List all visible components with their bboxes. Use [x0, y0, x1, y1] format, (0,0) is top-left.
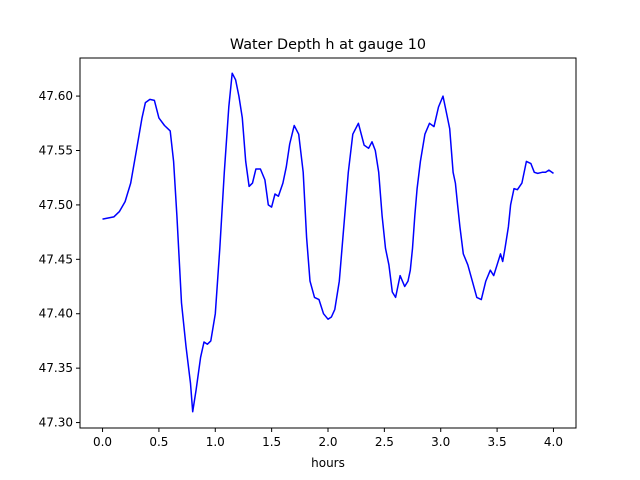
chart-title: Water Depth h at gauge 10: [230, 37, 426, 53]
y-tick-label: 47.60: [39, 89, 73, 103]
x-tick-label: 2.0: [318, 435, 337, 449]
x-tick-label: 4.0: [544, 435, 563, 449]
y-tick-label: 47.45: [39, 252, 73, 266]
x-tick-label: 0.0: [93, 435, 112, 449]
x-axis-label: hours: [311, 456, 345, 470]
series-layer: [102, 72, 554, 413]
x-tick-label: 2.5: [375, 435, 394, 449]
y-tick-label: 47.50: [39, 198, 73, 212]
x-axis-ticks: 0.0 0.5 1.0 1.5 2.0 2.5 3.0 3.5 4.0: [93, 428, 563, 449]
y-tick-label: 47.35: [39, 361, 73, 375]
y-tick-label: 47.40: [39, 307, 73, 321]
x-tick-label: 3.5: [488, 435, 507, 449]
y-tick-label: 47.55: [39, 144, 73, 158]
plot-frame: [79, 57, 577, 429]
y-tick-label: 47.30: [39, 416, 73, 430]
y-axis-ticks: 47.30 47.35 47.40 47.45 47.50 47.55 47.60: [39, 89, 80, 430]
x-tick-label: 0.5: [149, 435, 168, 449]
x-tick-label: 3.0: [431, 435, 450, 449]
x-tick-label: 1.0: [206, 435, 225, 449]
x-tick-label: 1.5: [262, 435, 281, 449]
series-line: [102, 72, 554, 413]
